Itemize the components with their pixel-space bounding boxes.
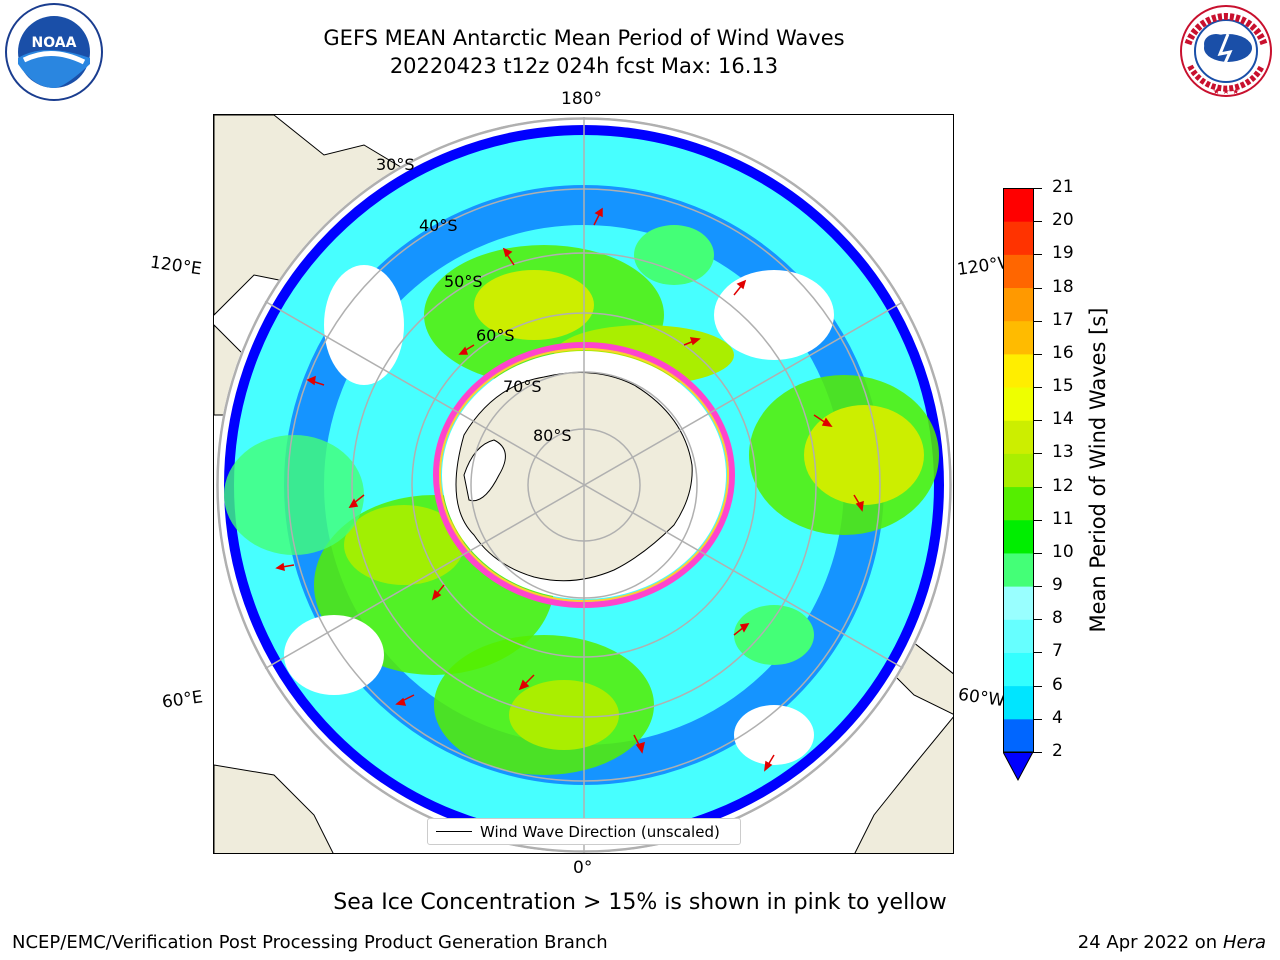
colorbar-tick-mark xyxy=(1034,353,1042,355)
colorbar-tick-mark xyxy=(1034,685,1042,687)
lat-label-50s: 50°S xyxy=(444,272,483,291)
colorbar-tick-mark xyxy=(1034,387,1042,389)
legend-line-swatch xyxy=(436,831,472,832)
colorbar-block xyxy=(1003,188,1034,222)
host-name: Hera xyxy=(1222,932,1266,953)
lon-label-120e: 120°E xyxy=(148,252,203,280)
colorbar-block xyxy=(1003,353,1034,388)
run-date: 24 Apr 2022 on Hera xyxy=(1078,932,1266,953)
colorbar-tick: 2 xyxy=(1052,741,1063,761)
lat-label-70s: 70°S xyxy=(503,377,542,396)
colorbar-tick-mark xyxy=(1034,420,1042,422)
colorbar-block xyxy=(1003,287,1034,322)
colorbar-tick: 13 xyxy=(1052,442,1074,463)
colorbar-tick: 11 xyxy=(1052,508,1074,529)
colorbar-tick-mark xyxy=(1034,652,1042,654)
colorbar-block xyxy=(1003,320,1034,355)
noaa-logo: NOAA xyxy=(5,3,103,101)
colorbar-label: Mean Period of Wind Waves [s] xyxy=(1086,307,1110,633)
map-panel: 30°S 40°S 50°S 60°S 70°S 80°S Wind Wave … xyxy=(213,114,954,854)
colorbar-block xyxy=(1003,652,1034,687)
colorbar-block xyxy=(1003,552,1034,587)
lat-label-80s: 80°S xyxy=(533,426,572,445)
graticule xyxy=(216,117,952,853)
lat-labels: 30°S 40°S 50°S 60°S 70°S 80°S xyxy=(376,155,572,445)
antarctic-map: 30°S 40°S 50°S 60°S 70°S 80°S xyxy=(214,115,953,853)
colorbar-block xyxy=(1003,718,1034,753)
colorbar-block xyxy=(1003,586,1034,620)
colorbar-tick-mark xyxy=(1034,287,1042,289)
colorbar-tick: 12 xyxy=(1052,475,1074,496)
colorbar-tick-mark xyxy=(1034,718,1042,720)
colorbar-tick-mark xyxy=(1034,221,1042,223)
colorbar-tick-mark xyxy=(1034,752,1042,753)
wave-period-field xyxy=(224,225,939,775)
nws-logo: ★ ★ ★ xyxy=(1180,5,1272,97)
colorbar-block xyxy=(1003,420,1034,454)
sea-ice-note: Sea Ice Concentration > 15% is shown in … xyxy=(333,890,947,915)
colorbar-tick-mark xyxy=(1034,519,1042,521)
chart-subtitle: 20220423 t12z 024h fcst Max: 16.13 xyxy=(389,54,779,78)
colorbar-block xyxy=(1003,453,1034,488)
lon-label-0: 0° xyxy=(573,858,593,878)
colorbar-tick-mark xyxy=(1034,188,1042,189)
colorbar-tick: 16 xyxy=(1052,342,1074,363)
colorbar-block xyxy=(1003,254,1034,289)
colorbar-tick-mark xyxy=(1034,552,1042,554)
colorbar-tick-mark xyxy=(1034,586,1042,588)
lon-label-60e: 60°E xyxy=(160,687,205,713)
map-legend: Wind Wave Direction (unscaled) xyxy=(427,818,741,845)
colorbar-block xyxy=(1003,221,1034,255)
lat-label-60s: 60°S xyxy=(476,326,515,345)
svg-text:★ ★ ★: ★ ★ ★ xyxy=(1213,87,1240,96)
colorbar-tick: 14 xyxy=(1052,409,1074,430)
colorbar-tick: 17 xyxy=(1052,309,1074,330)
colorbar-tick-mark xyxy=(1034,486,1042,488)
chart-title: GEFS MEAN Antarctic Mean Period of Wind … xyxy=(323,26,845,50)
colorbar-tick: 4 xyxy=(1052,707,1063,728)
colorbar-tick: 15 xyxy=(1052,376,1074,397)
colorbar-tick: 6 xyxy=(1052,674,1063,695)
lon-label-60w: 60°W xyxy=(956,684,1007,712)
colorbar-block xyxy=(1003,387,1034,421)
colorbar-tick-mark xyxy=(1034,254,1042,256)
legend-text: Wind Wave Direction (unscaled) xyxy=(480,822,720,841)
colorbar-tick: 9 xyxy=(1052,575,1063,596)
colorbar-tick-mark xyxy=(1034,453,1042,455)
lat-label-40s: 40°S xyxy=(419,216,458,235)
colorbar-tick: 20 xyxy=(1052,210,1074,231)
colorbar-tick: 8 xyxy=(1052,608,1063,629)
colorbar-tick-mark xyxy=(1034,320,1042,322)
lat-label-30s: 30°S xyxy=(376,155,415,174)
colorbar-tick: 19 xyxy=(1052,243,1074,264)
wind-wave-arrows xyxy=(275,207,864,772)
colorbar-block xyxy=(1003,519,1034,554)
colorbar-block xyxy=(1003,619,1034,653)
colorbar xyxy=(1003,188,1034,782)
colorbar-tick-mark xyxy=(1034,619,1042,621)
colorbar-tick: 18 xyxy=(1052,276,1074,297)
colorbar-tick: 21 xyxy=(1052,177,1074,197)
colorbar-tick: 10 xyxy=(1052,541,1074,562)
noaa-logo-text: NOAA xyxy=(32,35,77,51)
colorbar-block xyxy=(1003,685,1034,720)
lon-label-180: 180° xyxy=(561,89,602,109)
date-prefix: 24 Apr 2022 on xyxy=(1077,932,1223,953)
colorbar-block xyxy=(1003,486,1034,521)
credit-text: NCEP/EMC/Verification Post Processing Pr… xyxy=(12,932,608,953)
colorbar-tick: 7 xyxy=(1052,641,1063,662)
